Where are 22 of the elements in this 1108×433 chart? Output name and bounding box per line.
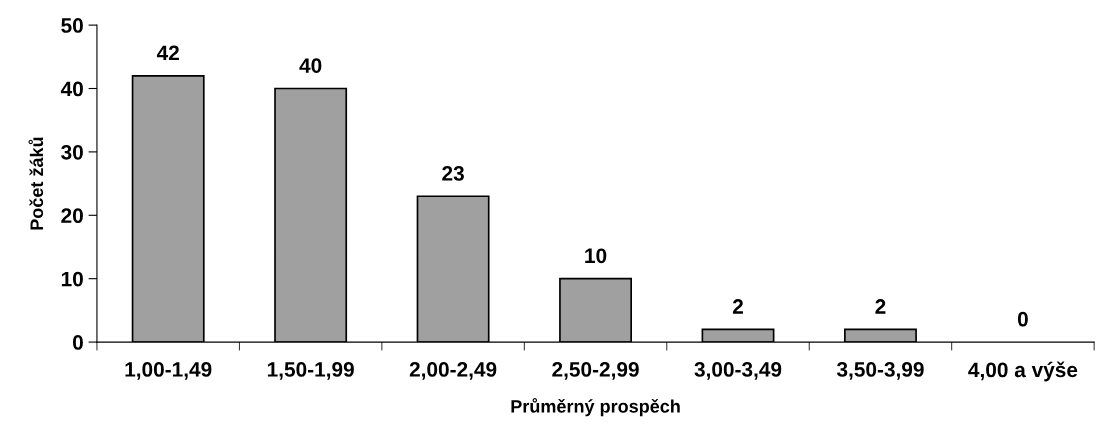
y-tick-label: 40 xyxy=(60,81,83,97)
y-tick-label: 50 xyxy=(61,18,83,33)
y-tick-label: 0 xyxy=(72,335,83,350)
x-tick-label: 3,50-3,99 xyxy=(836,362,924,380)
x-tick-label: 2,50-2,99 xyxy=(552,362,639,380)
x-tick-label: 3,00-3,49 xyxy=(694,362,782,380)
y-tick-label: 30 xyxy=(61,144,83,160)
y-axis-title: Počet žáků xyxy=(28,137,44,230)
data-label: 42 xyxy=(156,45,179,61)
y-tick-label: 20 xyxy=(61,208,83,224)
x-tick-label: 2,00-2,49 xyxy=(409,362,497,380)
data-label: 0 xyxy=(1017,311,1028,327)
data-label: 10 xyxy=(585,248,607,264)
y-tick-label: 10 xyxy=(61,271,83,287)
x-tick-label: 1,50-1,99 xyxy=(267,362,354,380)
data-label: 2 xyxy=(875,299,886,314)
data-label: 40 xyxy=(299,58,322,73)
data-label: 23 xyxy=(442,165,464,181)
data-label: 2 xyxy=(732,299,743,314)
x-tick-label: 1,00-1,49 xyxy=(125,362,212,380)
x-axis-title: Průměrný prospěch xyxy=(511,398,680,417)
x-tick-label: 4,00 a výše xyxy=(968,361,1078,382)
